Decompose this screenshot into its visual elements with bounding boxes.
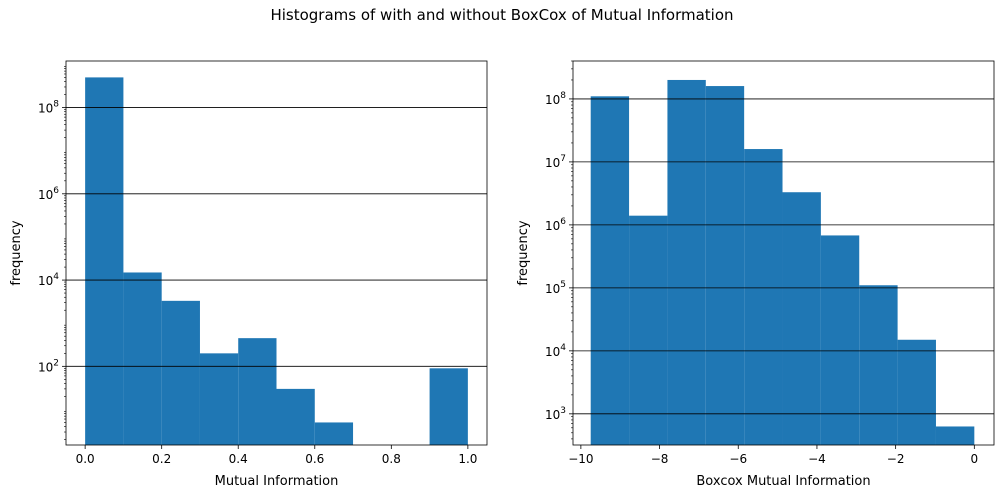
histogram-bar [238, 338, 277, 445]
histogram-bar [590, 96, 630, 446]
x-tick-label: 0.8 [382, 452, 401, 466]
histogram-bar [744, 149, 783, 445]
x-tick-label: 0.2 [152, 452, 171, 466]
x-tick-label: 1.0 [458, 452, 477, 466]
x-tick-label: 0 [971, 452, 979, 466]
y-tick-label: 108 [38, 100, 59, 116]
figure-title: Histograms of with and without BoxCox of… [270, 6, 734, 24]
x-tick-label: 0.4 [229, 452, 248, 466]
y-tick-label: 104 [545, 343, 566, 359]
x-tick-label: 0.0 [76, 452, 95, 466]
x-tick-label: −8 [651, 452, 669, 466]
y-tick-label: 106 [545, 217, 566, 233]
histogram-bar [199, 353, 239, 445]
histogram-bar [123, 272, 162, 445]
histogram-bar [859, 285, 898, 445]
histogram-bar [629, 215, 668, 445]
histogram-panel-raw: 102 104 106 108 0.0 0.2 0.4 0.6 0.8 1.0 Mutual Inf… [9, 60, 488, 489]
plot-frame [572, 60, 995, 446]
plot-frame [65, 60, 488, 446]
histogram-bar [314, 422, 354, 445]
histogram-bar [276, 388, 315, 445]
x-tick-label: −6 [729, 452, 747, 466]
x-axis-label: Mutual Information [215, 474, 339, 489]
y-tick-label: 102 [38, 358, 59, 374]
x-axis-label: Boxcox Mutual Information [696, 474, 870, 489]
x-tick-label: −10 [568, 452, 593, 466]
histogram-bar [667, 79, 706, 445]
histogram-bar [897, 339, 936, 445]
y-tick-label: 106 [38, 186, 59, 202]
histogram-bar [85, 77, 124, 445]
y-tick-label: 104 [38, 272, 59, 288]
y-tick-label: 105 [545, 280, 566, 296]
x-tick-label: −4 [808, 452, 826, 466]
histogram-bar [782, 192, 821, 445]
y-axis-label: frequency [516, 220, 531, 286]
histogram-bar [705, 86, 745, 445]
x-tick-label: 0.6 [305, 452, 324, 466]
histogram-bar [429, 368, 468, 445]
x-tick-label: −2 [887, 452, 905, 466]
histogram-bar [935, 426, 975, 445]
histogram-panel-boxcox: 103 104 105 106 107 108 −10 −8 −6 −4 −2 0 Boxcox Mut… [516, 60, 995, 489]
y-tick-label: 108 [545, 91, 566, 107]
y-axis-label: frequency [9, 220, 24, 286]
histogram-bar [161, 300, 200, 445]
y-tick-label: 107 [545, 154, 566, 170]
y-tick-label: 103 [545, 406, 566, 422]
histogram-bar [820, 235, 860, 445]
